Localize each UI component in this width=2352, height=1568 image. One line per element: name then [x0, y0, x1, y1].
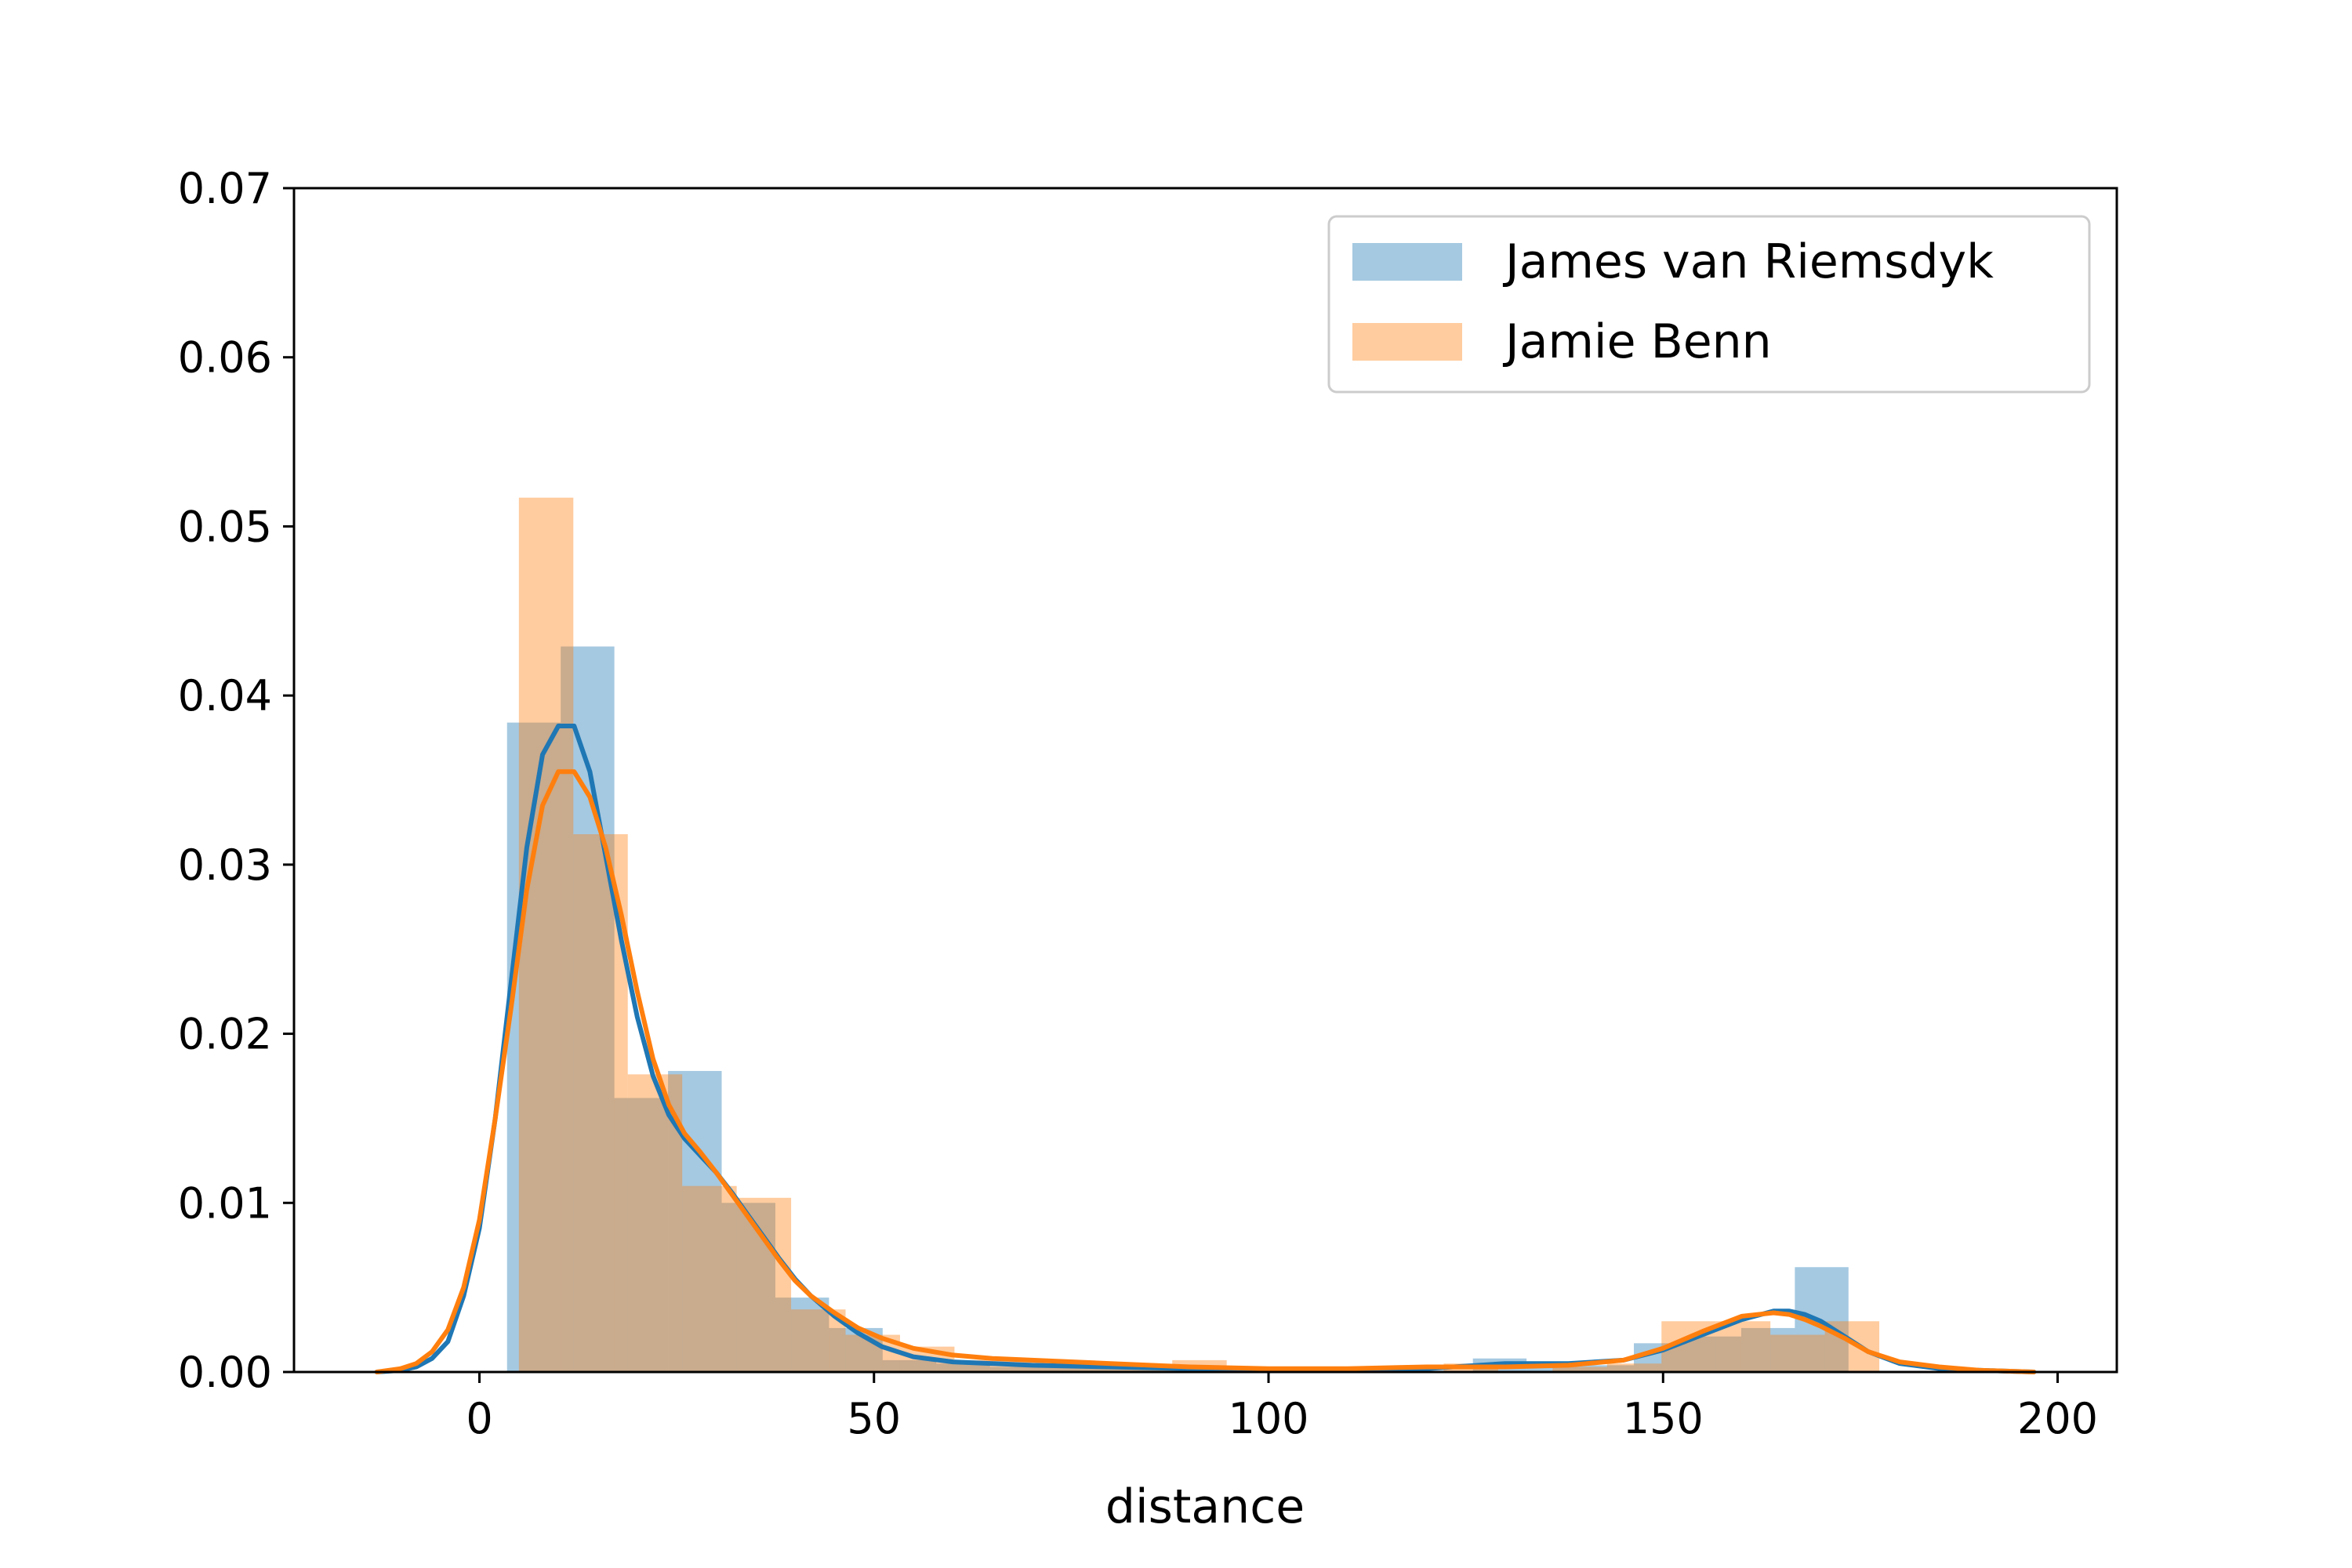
x-tick-label-1: 50 [847, 1394, 901, 1443]
bar-jamie-benn-16 [1606, 1363, 1662, 1372]
x-axis: 0 50 100 150 200 [466, 1372, 2098, 1443]
legend-frame [1327, 215, 2091, 394]
x-tick-label-0: 0 [466, 1394, 492, 1443]
bar-james-van-riemsdyk-8 [936, 1363, 990, 1372]
y-tick-label-2: 0.02 [178, 1010, 272, 1059]
bar-james-van-riemsdyk-16 [1580, 1365, 1635, 1372]
legend-swatch-jamie-benn [1352, 323, 1462, 361]
bar-james-van-riemsdyk-4 [721, 1203, 775, 1372]
y-axis: 0.00 0.01 0.02 0.03 0.04 0.05 0.06 0.07 [178, 164, 294, 1397]
bar-jamie-benn-0 [518, 497, 574, 1373]
bar-james-van-riemsdyk-9 [989, 1367, 1044, 1372]
y-tick-label-4: 0.04 [178, 671, 272, 720]
legend-swatch-james-van-riemsdyk [1352, 243, 1462, 281]
bar-james-van-riemsdyk-7 [882, 1359, 937, 1372]
bar-james-van-riemsdyk-15 [1526, 1365, 1581, 1372]
bar-james-van-riemsdyk-18 [1687, 1336, 1741, 1372]
bar-jamie-benn-15 [1552, 1367, 1607, 1372]
bar-jamie-benn-4 [736, 1197, 792, 1372]
legend: James van Riemsdyk Jamie Benn [1327, 215, 2091, 394]
y-tick-label-1: 0.01 [178, 1178, 272, 1228]
y-tick-label-3: 0.03 [178, 840, 272, 890]
legend-label-james-van-riemsdyk: James van Riemsdyk [1502, 234, 1994, 289]
x-tick-label-2: 100 [1228, 1394, 1308, 1443]
plot-frame [292, 187, 2118, 1374]
bar-james-van-riemsdyk-10 [1044, 1367, 1098, 1372]
legend-label-jamie-benn: Jamie Benn [1502, 314, 1772, 369]
y-tick-label-5: 0.05 [178, 502, 272, 551]
bar-jamie-benn-3 [682, 1185, 737, 1372]
bar-jamie-benn-19 [1770, 1334, 1825, 1372]
bar-jamie-benn-18 [1715, 1321, 1771, 1372]
y-tick-label-7: 0.07 [178, 164, 272, 213]
kde-line-jamie-benn [374, 769, 2037, 1374]
bar-james-van-riemsdyk-11 [1097, 1368, 1152, 1372]
x-tick-label-4: 200 [2017, 1394, 2098, 1443]
bar-james-van-riemsdyk-5 [775, 1298, 829, 1372]
kde-curves [374, 724, 2037, 1374]
bar-james-van-riemsdyk-0 [506, 722, 561, 1372]
x-tick-label-3: 150 [1623, 1394, 1704, 1443]
bar-james-van-riemsdyk-19 [1740, 1327, 1795, 1372]
y-tick-label-6: 0.06 [178, 333, 272, 383]
x-axis-title: distance [1105, 1479, 1305, 1534]
bar-james-van-riemsdyk-2 [614, 1098, 669, 1372]
y-tick-label-0: 0.00 [178, 1348, 272, 1397]
